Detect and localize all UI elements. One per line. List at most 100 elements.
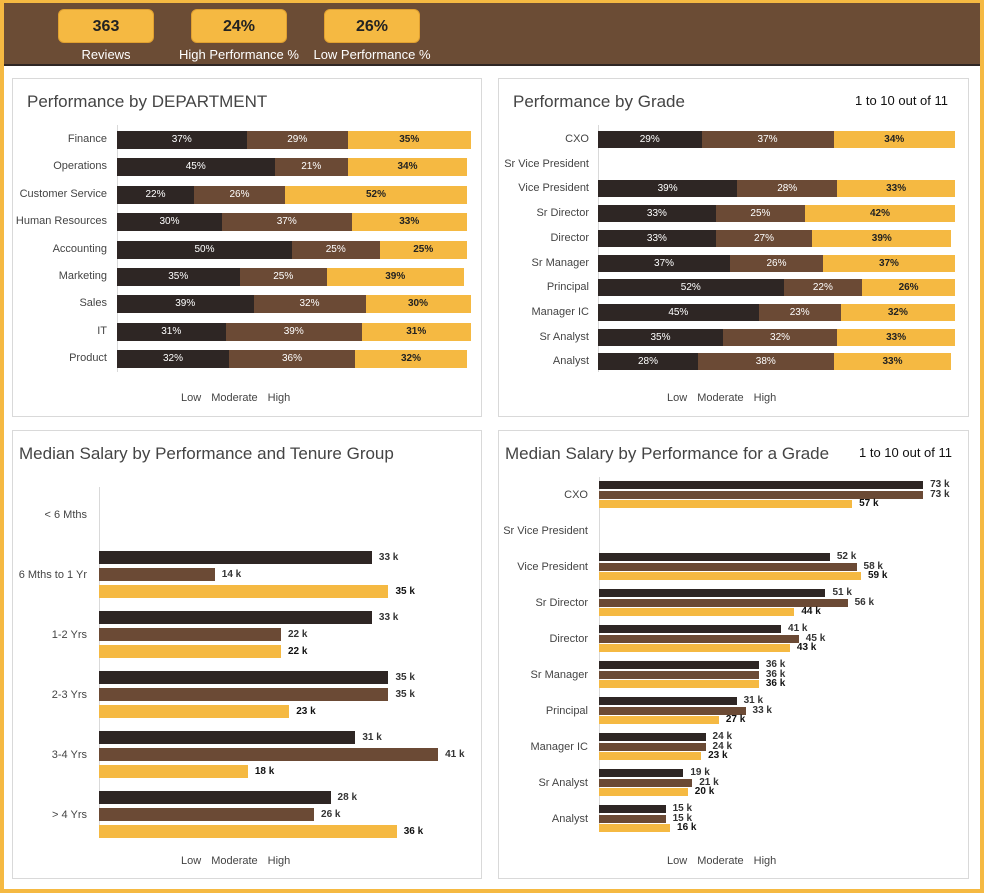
bar-segment-low: 37% [117, 131, 247, 149]
category-label: Director [549, 632, 588, 645]
bar-segment-high: 32% [840, 303, 955, 321]
data-label: 73 k [930, 488, 950, 500]
category-axis [598, 125, 599, 372]
bar-segment-moderate: 37% [701, 131, 834, 148]
category-label: Human Resources [15, 215, 107, 228]
bar-high [99, 765, 248, 778]
bar-low [99, 611, 372, 624]
bar-segment-low: 39% [598, 180, 738, 198]
category-label: Product [69, 352, 107, 365]
bar-moderate [99, 748, 439, 761]
bar-segment-low: 31% [117, 322, 226, 341]
legend-item-moderate: Moderate [697, 392, 743, 404]
legend-label: Low [667, 392, 688, 404]
bar-low [99, 551, 372, 564]
category-label: Sr Analyst [539, 330, 589, 343]
bar-segment-moderate: 39% [225, 322, 362, 341]
bar-segment-high: 33% [837, 328, 955, 346]
kpi-low-performance-label: Low Performance % [313, 47, 431, 62]
bar-high [599, 752, 702, 760]
data-label: 57 k [859, 498, 879, 509]
legend-item-low: Low [181, 855, 201, 867]
bar-segment-moderate: 25% [715, 205, 806, 223]
category-label: > 4 Yrs [52, 808, 87, 821]
kpi-high-performance-label: High Performance % [179, 47, 299, 62]
category-label: 2-3 Yrs [51, 688, 87, 701]
legend-item-moderate: Moderate [697, 855, 743, 867]
legend-label: Moderate [211, 392, 258, 404]
bar-segment-high: 34% [833, 131, 955, 148]
data-label: 33 k [378, 551, 399, 563]
category-label: Principal [545, 704, 588, 717]
tenure-salary-panel: Median Salary by Performance and Tenure … [12, 430, 482, 879]
bar-segment-moderate: 21% [274, 158, 348, 177]
chart-title: Performance by DEPARTMENT [27, 92, 268, 111]
bar-segment-high: 34% [348, 158, 467, 177]
category-label: 3-4 Yrs [51, 748, 87, 761]
bar-moderate [599, 490, 924, 499]
bar-segment-high: 25% [379, 240, 467, 259]
data-label: 58 k [863, 560, 883, 572]
chart-legend: Low Moderate High [667, 855, 776, 867]
data-label: 15 k [672, 803, 693, 814]
bar-high [599, 608, 795, 616]
data-label: 52 k [836, 551, 857, 562]
data-label: 24 k [712, 731, 733, 742]
bar-segment-moderate: 36% [229, 350, 355, 369]
category-label: IT [97, 324, 107, 337]
legend-label: High [267, 392, 291, 404]
data-label: 36 k [765, 668, 786, 680]
bar-high [99, 825, 397, 838]
bar-low [599, 697, 737, 705]
grade-performance-panel: Performance by Grade 1 to 10 out of 11 C… [498, 78, 969, 417]
legend-label: Low [181, 392, 202, 404]
legend-label: High [267, 855, 291, 867]
bar-moderate [599, 598, 848, 607]
bar-segment-high: 52% [285, 185, 467, 204]
legend-item-low: Low [181, 392, 201, 404]
legend-item-high: High [268, 392, 291, 404]
bar-segment-low: 50% [117, 240, 292, 259]
legend-item-high: High [754, 855, 777, 867]
data-label: 43 k [796, 642, 817, 653]
bar-low [599, 481, 924, 489]
bar-segment-high: 30% [365, 295, 471, 314]
kpi-reviews-label: Reviews [81, 47, 131, 62]
category-label: Marketing [58, 270, 107, 282]
category-label: Director [550, 231, 589, 244]
bar-high [99, 645, 281, 658]
category-label: Vice President [518, 182, 589, 195]
category-label: 1-2 Yrs [51, 628, 87, 641]
category-label: Manager IC [531, 305, 589, 318]
bar-moderate [599, 706, 746, 715]
pager-text: 1 to 10 out of 11 [855, 93, 948, 108]
category-label: Analyst [551, 812, 588, 825]
bar-segment-moderate: 32% [253, 295, 366, 314]
data-label: 33 k [378, 611, 399, 623]
data-label: 16 k [677, 822, 697, 833]
data-label: 22 k [287, 628, 308, 640]
category-axis [99, 487, 100, 832]
bar-segment-moderate: 23% [758, 303, 841, 321]
legend-item-high: High [754, 392, 777, 404]
legend-item-moderate: Moderate [211, 855, 257, 867]
chart-legend: Low Moderate High [667, 392, 776, 404]
bar-segment-moderate: 27% [715, 229, 813, 247]
legend-label: Moderate [697, 855, 744, 867]
bar-segment-low: 52% [598, 279, 784, 297]
department-performance-panel: Performance by DEPARTMENT Finance 37% 29% 3… [12, 78, 482, 417]
category-label: Analyst [552, 355, 589, 368]
category-label: Operations [53, 160, 107, 173]
data-label: 35 k [395, 688, 415, 700]
data-label: 18 k [254, 765, 275, 777]
bar-segment-low: 29% [598, 131, 702, 148]
bar-low [599, 661, 759, 669]
bar-segment-low: 45% [117, 158, 275, 177]
category-axis [599, 477, 600, 829]
bar-segment-low: 37% [598, 254, 731, 272]
bar-segment-low: 33% [598, 229, 716, 247]
category-label: Sr Manager [531, 256, 589, 269]
bar-segment-high: 39% [327, 268, 464, 286]
bar-low [599, 769, 684, 777]
